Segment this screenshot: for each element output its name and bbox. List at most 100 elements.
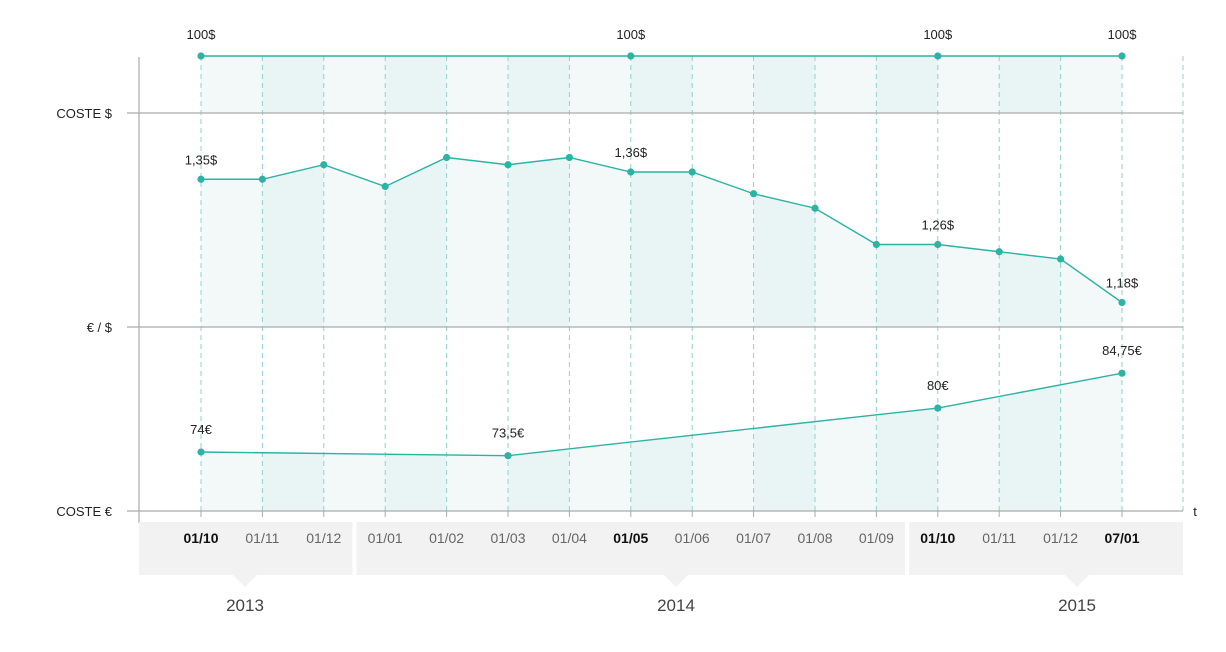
rate-area-segment (815, 208, 877, 327)
year-pointer (1065, 575, 1089, 587)
x-tick-label: 01/02 (429, 530, 464, 546)
x-tick-label: 01/09 (859, 530, 894, 546)
rate-area-segment (753, 193, 815, 327)
coste-eur-area-segment (569, 442, 631, 511)
coste-usd-area-segment (937, 56, 1000, 113)
x-tick-label: 01/12 (306, 530, 341, 546)
coste-eur-area-segment (876, 408, 938, 511)
rate-point (934, 240, 942, 249)
coste-usd-area-segment (446, 56, 508, 113)
rate-area-segment (385, 157, 447, 327)
coste-eur-data-label: 73,5€ (492, 426, 525, 441)
rate-point (565, 153, 574, 162)
rate-data-label: 1,18$ (1106, 276, 1139, 291)
x-tick-label: 01/08 (797, 530, 832, 546)
coste-eur-data-label: 74€ (190, 422, 212, 437)
x-tick-label: 01/11 (982, 530, 1016, 546)
year-label: 2015 (1058, 596, 1096, 615)
coste-eur-area-segment (937, 396, 1000, 511)
x-tick-label: 01/07 (736, 530, 771, 546)
rate-area-segment (630, 172, 693, 327)
rate-area-segment (1060, 259, 1122, 327)
x-tick-label: 01/12 (1043, 530, 1078, 546)
coste-usd-point (197, 52, 205, 60)
rate-area-segment (262, 164, 324, 327)
coste-usd-data-label: 100$ (1108, 27, 1138, 42)
rate-area-segment (446, 157, 508, 327)
coste-usd-area-segment (323, 56, 386, 113)
coste-usd-area-segment (201, 56, 263, 113)
year-box (139, 522, 353, 575)
x-tick-label: 01/10 (920, 530, 955, 546)
x-tick-label: 01/06 (675, 530, 710, 546)
rate-area-segment (201, 179, 263, 327)
rate-area-segment (876, 244, 938, 327)
rate-data-label: 1,35$ (185, 152, 218, 167)
year-box (356, 522, 906, 575)
x-tick-label: 01/11 (245, 530, 279, 546)
rate-area-segment (692, 172, 754, 327)
row-label: COSTE $ (56, 106, 112, 121)
coste-usd-point (627, 52, 635, 60)
rate-point (443, 153, 451, 162)
rate-point (320, 161, 328, 169)
x-tick-label: 01/10 (183, 530, 218, 546)
rate-line (201, 156, 1123, 304)
coste-eur-point (197, 448, 205, 456)
coste-eur-area-segment (446, 454, 508, 511)
coste-usd-area-segment (385, 56, 447, 113)
coste-eur-area-segment (262, 452, 324, 511)
year-pointer (233, 575, 257, 587)
rate-point (258, 175, 266, 183)
coste-eur-area-segment (753, 421, 815, 511)
coste-eur-point (504, 452, 512, 460)
coste-usd-area-segment (630, 56, 693, 113)
coste-eur-area-segment (201, 452, 263, 511)
coste-eur-data-label: 84,75€ (1102, 343, 1143, 358)
coste-usd-data-label: 100$ (616, 27, 646, 42)
year-label: 2013 (226, 596, 264, 615)
coste-usd-area-segment (262, 56, 324, 113)
rate-area-segment (937, 244, 1000, 327)
coste-usd-area-segment (692, 56, 754, 113)
x-tick-label: 01/04 (552, 530, 587, 546)
rate-point (872, 240, 881, 249)
year-pointer (664, 575, 688, 587)
coste-eur-area-segment (815, 414, 877, 511)
row-label: € / $ (87, 320, 113, 335)
coste-usd-area-segment (1060, 56, 1122, 113)
x-tick-label: 01/03 (490, 530, 525, 546)
coste-usd-area-segment (999, 56, 1061, 113)
x-tick-label: 01/05 (613, 530, 648, 546)
coste-eur-point (1118, 369, 1126, 377)
year-box (909, 522, 1183, 575)
coste-usd-data-label: 100$ (187, 27, 217, 42)
rate-point (811, 204, 819, 212)
rate-point (688, 168, 696, 176)
coste-eur-line (200, 372, 1123, 457)
coste-eur-area-segment (999, 384, 1061, 511)
coste-usd-point (1118, 52, 1126, 60)
coste-eur-area-segment (1060, 373, 1122, 511)
coste-eur-area-segment (630, 435, 693, 511)
rate-data-label: 1,26$ (922, 218, 955, 233)
coste-usd-data-label: 100$ (923, 27, 953, 42)
rate-point (1057, 255, 1065, 263)
x-tick-label: 07/01 (1104, 530, 1139, 546)
rate-point (750, 190, 758, 198)
coste-eur-point (934, 404, 942, 412)
coste-eur-data-label: 80€ (927, 378, 949, 393)
rate-data-label: 1,36$ (615, 145, 648, 160)
x-axis-end-label: t (1193, 504, 1197, 519)
coste-usd-area-segment (876, 56, 938, 113)
rate-point (995, 248, 1003, 256)
year-label: 2014 (657, 596, 695, 615)
rate-area-segment (323, 164, 386, 327)
rate-point (197, 175, 205, 183)
rate-point (627, 168, 635, 176)
coste-usd-area-segment (815, 56, 877, 113)
coste-eur-area-segment (385, 454, 447, 511)
x-tick-label: 01/01 (368, 530, 403, 546)
coste-usd-area-segment (508, 56, 570, 113)
